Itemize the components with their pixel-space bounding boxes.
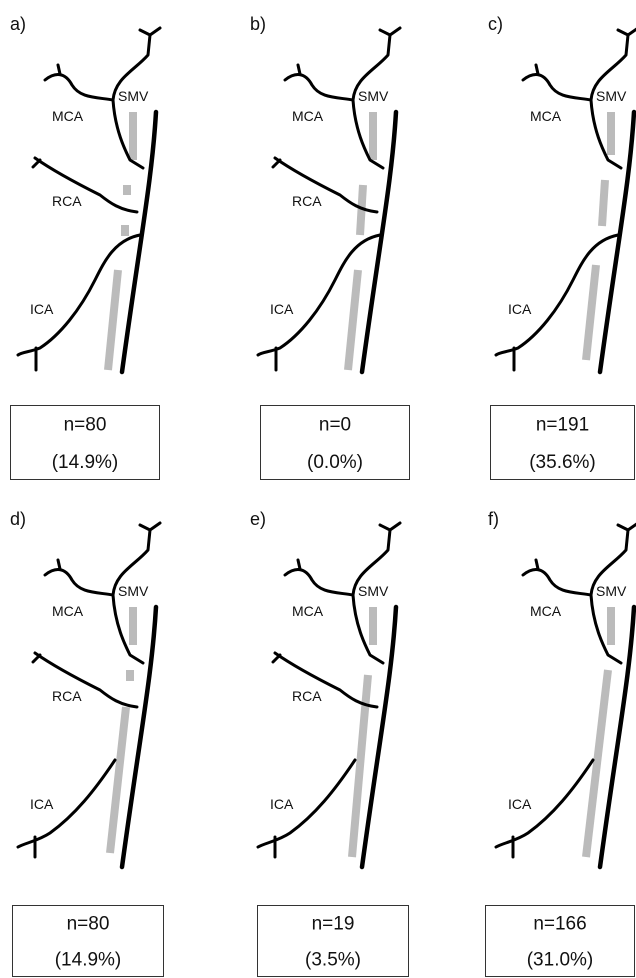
panel: c) MCA SMV ICA (488, 14, 636, 372)
vessel-label: RCA (292, 688, 322, 704)
vessel-label: RCA (52, 688, 82, 704)
panel-letter: c) (488, 14, 503, 34)
vessel-label: MCA (292, 603, 324, 619)
stenosis-segment (602, 180, 605, 226)
stenosis-segment (108, 270, 118, 370)
top-fork (618, 30, 628, 35)
top-fork (618, 525, 628, 530)
vessel-label: ICA (270, 301, 294, 317)
stenosis-segment (110, 707, 126, 853)
vessel-label: SMV (118, 88, 149, 104)
percent: (35.6%) (529, 452, 596, 473)
count: n=166 (533, 913, 586, 934)
vessel-label: RCA (52, 193, 82, 209)
panel-letter: a) (10, 14, 26, 34)
diagram: a) MCA SMV RCA ICA n=80 (14.9%) b) MCA SMV RCA ICA n… (0, 0, 636, 978)
vessel-label: ICA (508, 301, 532, 317)
top-fork (140, 525, 150, 530)
vessel-label: RCA (292, 193, 322, 209)
panel-letter: d) (10, 509, 26, 529)
vessel-label: ICA (270, 796, 294, 812)
panel-letter: f) (488, 509, 499, 529)
panel-letter: b) (250, 14, 266, 34)
stenosis-segment (586, 265, 596, 360)
percent: (0.0%) (307, 452, 363, 473)
stenosis-segment (348, 270, 358, 370)
vessel-label: SMV (358, 583, 389, 599)
panel: a) MCA SMV RCA ICA (10, 14, 160, 372)
vessel-label: SMV (596, 88, 627, 104)
mca-branch (523, 560, 591, 595)
rca-branch (33, 653, 137, 707)
mca-branch (45, 560, 113, 595)
vessel-label: ICA (30, 796, 54, 812)
vessel-label: ICA (508, 796, 532, 812)
count: n=0 (319, 414, 351, 435)
mca-branch (285, 560, 353, 595)
rca-branch (273, 653, 377, 707)
vessel-label: MCA (530, 603, 562, 619)
vessel-label: MCA (530, 108, 562, 124)
vessel-label: MCA (52, 603, 84, 619)
rca-branch (33, 158, 137, 212)
vessel-label: ICA (30, 301, 54, 317)
percent: (14.9%) (52, 452, 119, 473)
mca-branch (523, 65, 591, 100)
panel: e) MCA SMV RCA ICA (250, 509, 400, 867)
percent: (3.5%) (305, 949, 361, 970)
vessel-label: SMV (358, 88, 389, 104)
top-fork (380, 30, 390, 35)
figure: a) MCA SMV RCA ICA n=80 (14.9%) b) MCA SMV RCA ICA n… (0, 0, 636, 978)
count: n=191 (536, 414, 589, 435)
mca-branch (45, 65, 113, 100)
panel-letter: e) (250, 509, 266, 529)
vessel-label: SMV (596, 583, 627, 599)
count: n=80 (67, 913, 110, 934)
panel: f) MCA SMV ICA (488, 509, 636, 867)
panel: b) MCA SMV RCA ICA (250, 14, 400, 372)
mca-branch (285, 65, 353, 100)
count: n=19 (312, 913, 355, 934)
percent: (31.0%) (527, 949, 594, 970)
vessel-label: MCA (52, 108, 84, 124)
top-fork (140, 30, 150, 35)
panel: d) MCA SMV RCA ICA (10, 509, 160, 867)
count: n=80 (64, 414, 107, 435)
vessel-label: MCA (292, 108, 324, 124)
vessel-label: SMV (118, 583, 149, 599)
percent: (14.9%) (55, 949, 122, 970)
top-fork (380, 525, 390, 530)
